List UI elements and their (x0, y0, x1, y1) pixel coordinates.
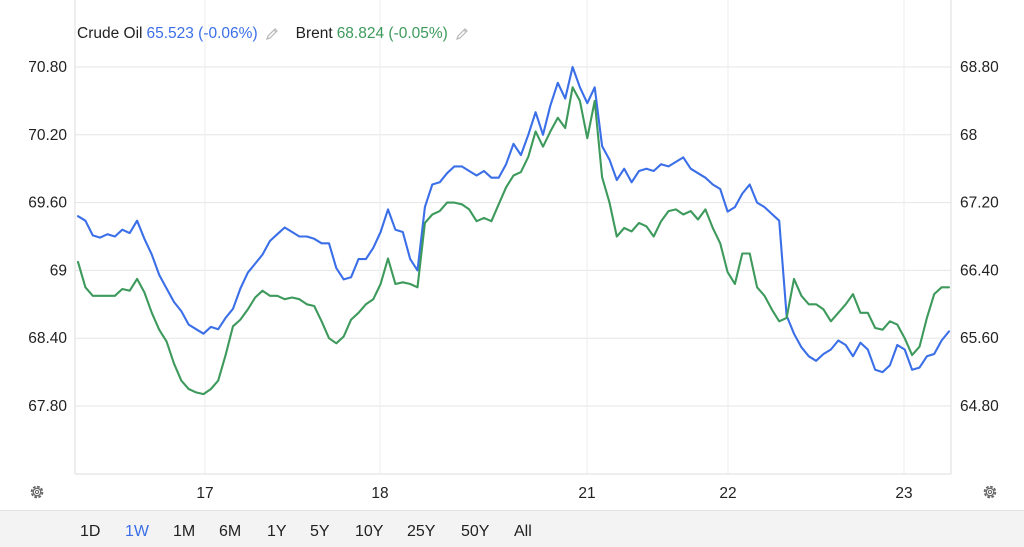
range-25y-button[interactable]: 25Y (407, 523, 436, 540)
range-6m-button[interactable]: 6M (219, 523, 242, 540)
series-lines[interactable] (76, 65, 951, 396)
y-left-tick-label: 69.60 (28, 195, 67, 212)
y-right-tick-label: 64.80 (960, 398, 999, 415)
legend-brent-name: Brent (295, 25, 333, 42)
x-tick-label: 22 (719, 485, 736, 502)
range-5y-button[interactable]: 5Y (310, 523, 330, 540)
range-all-button[interactable]: All (514, 523, 532, 540)
range-toolbar: 1D 1W 1M 6M 1Y 5Y 10Y 25Y 50Y All (0, 510, 1024, 547)
legend: Crude Oil 65.523 (-0.06%) Brent 68.824 (… (77, 25, 486, 43)
range-1y-button[interactable]: 1Y (267, 523, 287, 540)
x-tick-label: 21 (578, 485, 595, 502)
range-1w-button[interactable]: 1W (125, 523, 149, 540)
x-tick-label: 18 (371, 485, 388, 502)
range-1d-button[interactable]: 1D (80, 523, 101, 540)
gear-icon[interactable] (28, 483, 46, 501)
y-left-tick-label: 67.80 (28, 398, 67, 415)
range-1m-button[interactable]: 1M (173, 523, 196, 540)
y-left-tick-label: 68.40 (28, 330, 67, 347)
legend-crude-value: 65.523 (-0.06%) (146, 25, 258, 42)
y-right-tick-label: 65.60 (960, 330, 999, 347)
grid (75, 0, 951, 474)
range-50y-button[interactable]: 50Y (461, 523, 490, 540)
series-line-crude-oil[interactable] (76, 65, 951, 374)
x-tick-label: 17 (196, 485, 213, 502)
legend-crude-name: Crude Oil (77, 25, 143, 42)
y-left-tick-label: 70.80 (28, 59, 67, 76)
gear-icon[interactable] (981, 483, 999, 501)
y-left-tick-label: 69 (50, 262, 67, 279)
legend-item-brent[interactable]: Brent 68.824 (-0.05%) (296, 25, 470, 43)
chart-area[interactable]: 70.80 70.20 69.60 69 68.40 67.80 68.80 68 67.20 6… (0, 0, 1024, 510)
y-right-tick-label: 68.80 (960, 59, 999, 76)
pencil-icon[interactable] (454, 26, 470, 42)
pencil-icon[interactable] (264, 26, 280, 42)
y-right-tick-label: 66.40 (960, 262, 999, 279)
y-right-tick-label: 68 (960, 127, 977, 144)
series-line-brent[interactable] (76, 86, 951, 396)
x-tick-label: 23 (895, 485, 912, 502)
y-right-tick-label: 67.20 (960, 195, 999, 212)
axes: 70.80 70.20 69.60 69 68.40 67.80 68.80 68 67.20 6… (28, 0, 999, 502)
y-left-tick-label: 70.20 (28, 127, 67, 144)
price-chart[interactable]: 70.80 70.20 69.60 69 68.40 67.80 68.80 68 67.20 6… (0, 0, 1024, 510)
legend-brent-value: 68.824 (-0.05%) (336, 25, 448, 42)
range-10y-button[interactable]: 10Y (355, 523, 384, 540)
legend-item-crude-oil[interactable]: Crude Oil 65.523 (-0.06%) (77, 25, 280, 43)
